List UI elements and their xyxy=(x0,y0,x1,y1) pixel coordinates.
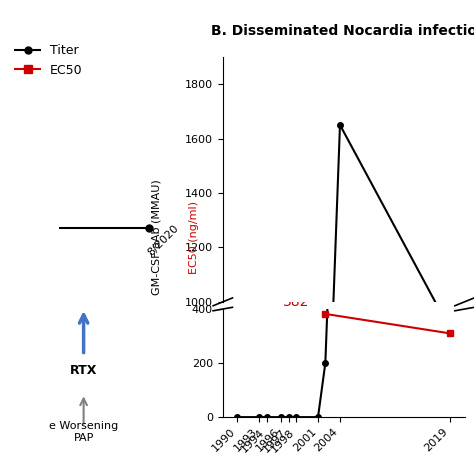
Text: 8/2020: 8/2020 xyxy=(146,223,181,258)
Text: 382: 382 xyxy=(283,294,309,309)
Text: GM-CSF aAb (MMAU): GM-CSF aAb (MMAU) xyxy=(151,179,162,295)
Legend: Titer, EC50: Titer, EC50 xyxy=(10,39,88,82)
Text: e Worsening
PAP: e Worsening PAP xyxy=(49,421,118,443)
Text: RTX: RTX xyxy=(70,365,97,377)
Text: EC50 (ng/ml): EC50 (ng/ml) xyxy=(189,201,200,273)
Text: B. Disseminated Nocardia infectio: B. Disseminated Nocardia infectio xyxy=(210,24,474,38)
